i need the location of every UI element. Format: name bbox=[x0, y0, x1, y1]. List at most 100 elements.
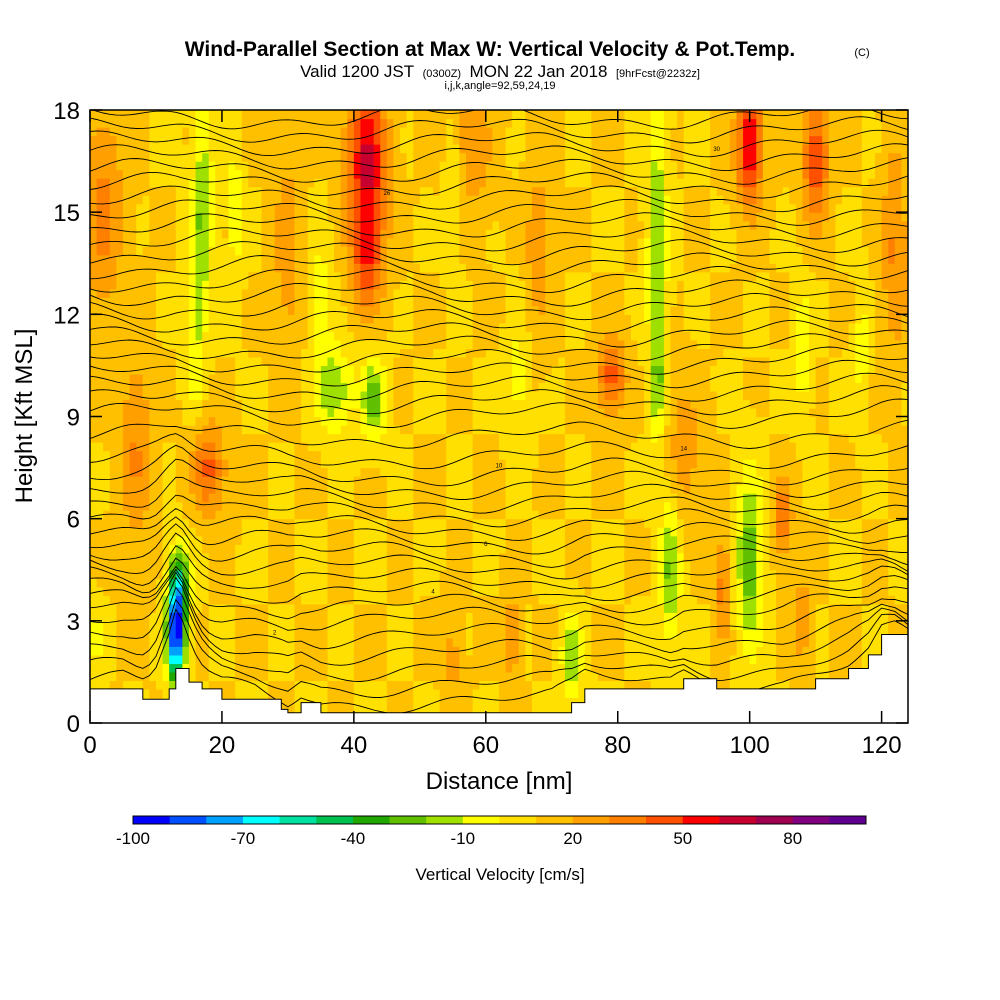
velocity-cell bbox=[630, 595, 639, 605]
velocity-cell bbox=[274, 671, 282, 682]
velocity-cell bbox=[815, 416, 823, 426]
velocity-cell bbox=[235, 459, 243, 469]
velocity-cell bbox=[314, 603, 322, 613]
velocity-cell bbox=[393, 493, 401, 503]
velocity-cell bbox=[769, 654, 777, 664]
velocity-cell bbox=[518, 629, 526, 639]
velocity-cell bbox=[822, 501, 830, 511]
velocity-cell bbox=[789, 671, 797, 682]
velocity-cell bbox=[136, 510, 144, 520]
velocity-cell bbox=[274, 407, 282, 418]
velocity-cell bbox=[195, 569, 203, 579]
velocity-cell bbox=[433, 688, 441, 699]
velocity-cell bbox=[512, 646, 520, 656]
velocity-cell bbox=[472, 663, 480, 673]
velocity-cell bbox=[756, 595, 764, 605]
velocity-cell bbox=[736, 680, 744, 690]
velocity-cell bbox=[617, 433, 625, 443]
velocity-cell bbox=[538, 586, 546, 596]
velocity-cell bbox=[663, 561, 672, 571]
velocity-cell bbox=[584, 527, 592, 537]
velocity-cell bbox=[235, 637, 243, 647]
chart-subtitle: Valid 1200 JST (0300Z) MON 22 Jan 2018 [… bbox=[300, 62, 700, 81]
velocity-cell bbox=[353, 561, 362, 571]
velocity-cell bbox=[228, 416, 236, 426]
velocity-cell bbox=[202, 493, 210, 503]
velocity-cell bbox=[96, 535, 104, 545]
velocity-cell bbox=[894, 569, 903, 579]
velocity-cell bbox=[353, 382, 362, 392]
velocity-cell bbox=[413, 518, 421, 528]
velocity-cell bbox=[505, 663, 513, 673]
velocity-cell bbox=[736, 433, 744, 443]
velocity-cell bbox=[459, 544, 467, 554]
velocity-cell bbox=[433, 705, 441, 716]
velocity-cell bbox=[644, 671, 652, 682]
velocity-cell bbox=[558, 527, 566, 537]
velocity-cell bbox=[716, 425, 724, 435]
velocity-cell bbox=[406, 620, 414, 630]
velocity-cell bbox=[809, 680, 817, 690]
velocity-cell bbox=[505, 518, 513, 528]
velocity-cell bbox=[861, 654, 870, 664]
velocity-cell bbox=[545, 586, 553, 596]
velocity-cell bbox=[301, 535, 309, 545]
velocity-cell bbox=[835, 603, 843, 613]
velocity-cell bbox=[604, 467, 612, 477]
velocity-cell bbox=[274, 501, 282, 511]
velocity-cell bbox=[353, 501, 362, 511]
velocity-cell bbox=[307, 382, 315, 392]
velocity-cell bbox=[710, 399, 718, 409]
velocity-cell bbox=[736, 595, 744, 605]
velocity-cell bbox=[663, 586, 672, 596]
velocity-cell bbox=[710, 544, 718, 554]
velocity-cell bbox=[710, 569, 718, 579]
velocity-cell bbox=[558, 603, 566, 613]
velocity-cell bbox=[776, 518, 784, 528]
velocity-cell bbox=[531, 654, 540, 664]
velocity-cell bbox=[894, 535, 903, 545]
velocity-cell bbox=[683, 654, 691, 664]
velocity-cell bbox=[512, 552, 520, 562]
velocity-cell bbox=[419, 705, 428, 716]
velocity-cell bbox=[254, 586, 263, 596]
velocity-cell bbox=[729, 407, 738, 418]
velocity-cell bbox=[235, 544, 243, 554]
velocity-cell bbox=[637, 620, 645, 630]
velocity-cell bbox=[142, 603, 150, 613]
velocity-cell bbox=[545, 450, 553, 460]
velocity-cell bbox=[531, 390, 540, 401]
velocity-cell bbox=[499, 433, 507, 443]
velocity-cell bbox=[499, 663, 507, 673]
velocity-cell bbox=[835, 416, 843, 426]
velocity-cell bbox=[868, 399, 876, 409]
velocity-cell bbox=[630, 535, 639, 545]
velocity-cell bbox=[584, 654, 592, 664]
velocity-cell bbox=[347, 697, 355, 707]
velocity-cell bbox=[254, 646, 263, 656]
velocity-cell bbox=[611, 484, 619, 494]
velocity-cell bbox=[419, 612, 428, 622]
velocity-cell bbox=[762, 586, 771, 596]
velocity-cell bbox=[439, 382, 447, 392]
velocity-cell bbox=[103, 552, 111, 562]
velocity-cell bbox=[406, 425, 414, 435]
velocity-cell bbox=[314, 552, 322, 562]
velocity-cell bbox=[254, 578, 263, 588]
velocity-cell bbox=[400, 671, 408, 682]
velocity-cell bbox=[637, 476, 645, 486]
velocity-cell bbox=[215, 637, 223, 647]
velocity-cell bbox=[842, 561, 850, 571]
velocity-cell bbox=[690, 433, 698, 443]
velocity-cell bbox=[136, 416, 144, 426]
velocity-cell bbox=[340, 476, 348, 486]
velocity-cell bbox=[729, 586, 738, 596]
velocity-cell bbox=[888, 484, 896, 494]
velocity-cell bbox=[301, 680, 309, 690]
velocity-cell bbox=[663, 433, 672, 443]
velocity-cell bbox=[413, 382, 421, 392]
velocity-cell bbox=[881, 629, 889, 639]
velocity-cell bbox=[683, 629, 691, 639]
velocity-cell bbox=[254, 407, 263, 418]
velocity-cell bbox=[90, 586, 98, 596]
